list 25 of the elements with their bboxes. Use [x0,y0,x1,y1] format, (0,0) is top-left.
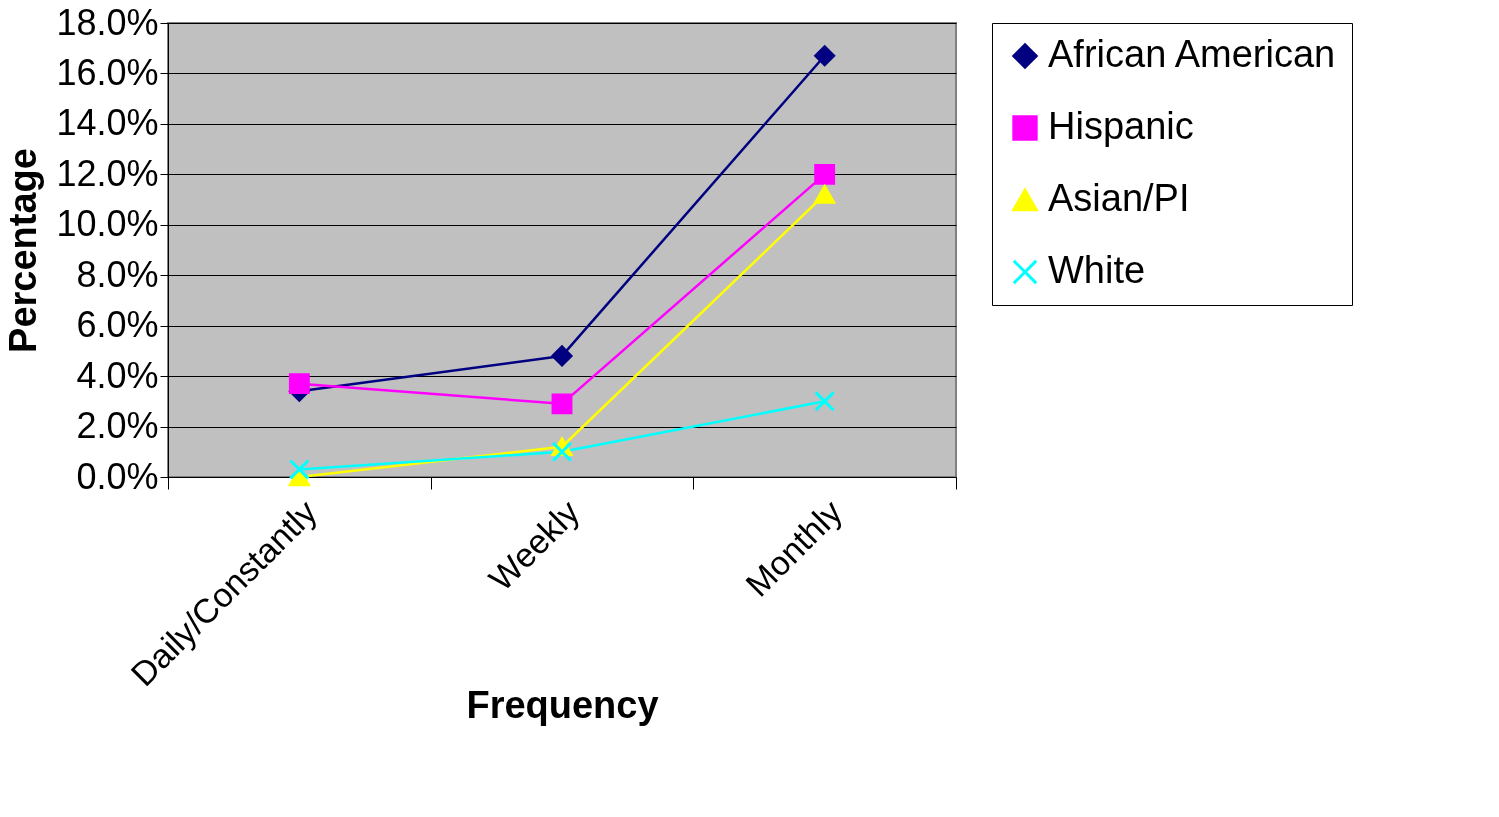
point [551,345,573,367]
y-tick-label: 6.0% [76,304,159,346]
x-axis-title: Frequency [466,683,659,726]
point [814,45,836,67]
point [814,390,836,412]
point [814,185,836,204]
point [551,441,573,463]
y-tick-label: 12.0% [56,152,159,194]
point [551,393,573,415]
y-tick-label: 4.0% [76,354,159,396]
y-tick-label: 2.0% [76,405,159,447]
y-tick-label: 18.0% [56,1,159,43]
legend-label: Asian/PI [1048,177,1190,219]
y-tick-label: 8.0% [76,253,159,295]
y-tick-label: 10.0% [56,203,159,245]
point [288,373,310,395]
y-tick-label: 16.0% [56,51,159,93]
point [814,163,836,185]
legend-label: Hispanic [1048,105,1194,147]
legend-label: African American [1048,33,1336,75]
y-tick-label: 14.0% [56,102,159,144]
y-tick-label: 0.0% [76,455,159,497]
legend-label: White [1048,249,1146,291]
point [288,458,310,480]
y-axis-title: Percentage [2,148,45,353]
